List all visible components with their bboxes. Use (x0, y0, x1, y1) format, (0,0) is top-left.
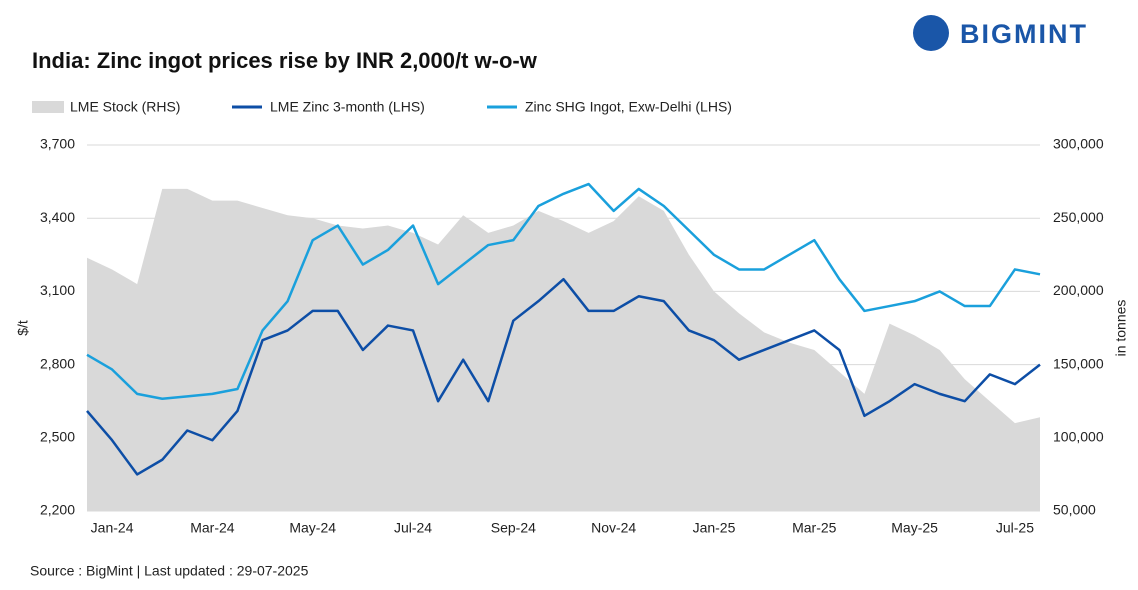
x-tick-label: May-24 (289, 520, 336, 536)
x-tick-label: Mar-24 (190, 520, 235, 536)
y2-tick-label: 50,000 (1053, 502, 1096, 518)
line (86, 277, 1041, 476)
y-tick-label: 2,800 (40, 355, 75, 371)
legend-label: LME Stock (RHS) (70, 99, 180, 115)
logo: BIGMINT (960, 19, 1088, 49)
y2-axis-label: in tonnes (1113, 300, 1129, 357)
y-tick-label: 3,100 (40, 282, 75, 298)
legend-swatch (32, 101, 64, 113)
legend-label: Zinc SHG Ingot, Exw-Delhi (LHS) (525, 99, 732, 115)
y-axis-label: $/t (15, 320, 31, 336)
y-tick-label: 3,400 (40, 209, 75, 225)
area (87, 188, 1040, 512)
y2-tick-label: 250,000 (1053, 209, 1104, 225)
chart-title: India: Zinc ingot prices rise by INR 2,0… (32, 48, 538, 73)
y-tick-label: 3,700 (40, 136, 75, 152)
x-tick-label: Nov-24 (591, 520, 636, 536)
y-tick-label: 2,200 (40, 502, 75, 518)
plot-area (87, 188, 1040, 512)
y-tick-label: 2,500 (40, 429, 75, 445)
x-tick-label: Mar-25 (792, 520, 837, 536)
logo-icon (913, 15, 949, 51)
x-tick-label: Jul-25 (996, 520, 1034, 536)
source: Source : BigMint | Last updated : 29-07-… (30, 563, 309, 579)
x-tick-label: Jul-24 (394, 520, 432, 536)
y2-tick-label: 200,000 (1053, 282, 1104, 298)
x-tick-label: May-25 (891, 520, 938, 536)
line (86, 182, 1041, 401)
x-tick-label: Sep-24 (491, 520, 536, 536)
legend-label: LME Zinc 3-month (LHS) (270, 99, 425, 115)
y2-tick-label: 100,000 (1053, 429, 1104, 445)
x-tick-label: Jan-24 (91, 520, 134, 536)
x-tick-label: Jan-25 (693, 520, 736, 536)
y2-tick-label: 150,000 (1053, 355, 1104, 371)
y2-tick-label: 300,000 (1053, 136, 1104, 152)
